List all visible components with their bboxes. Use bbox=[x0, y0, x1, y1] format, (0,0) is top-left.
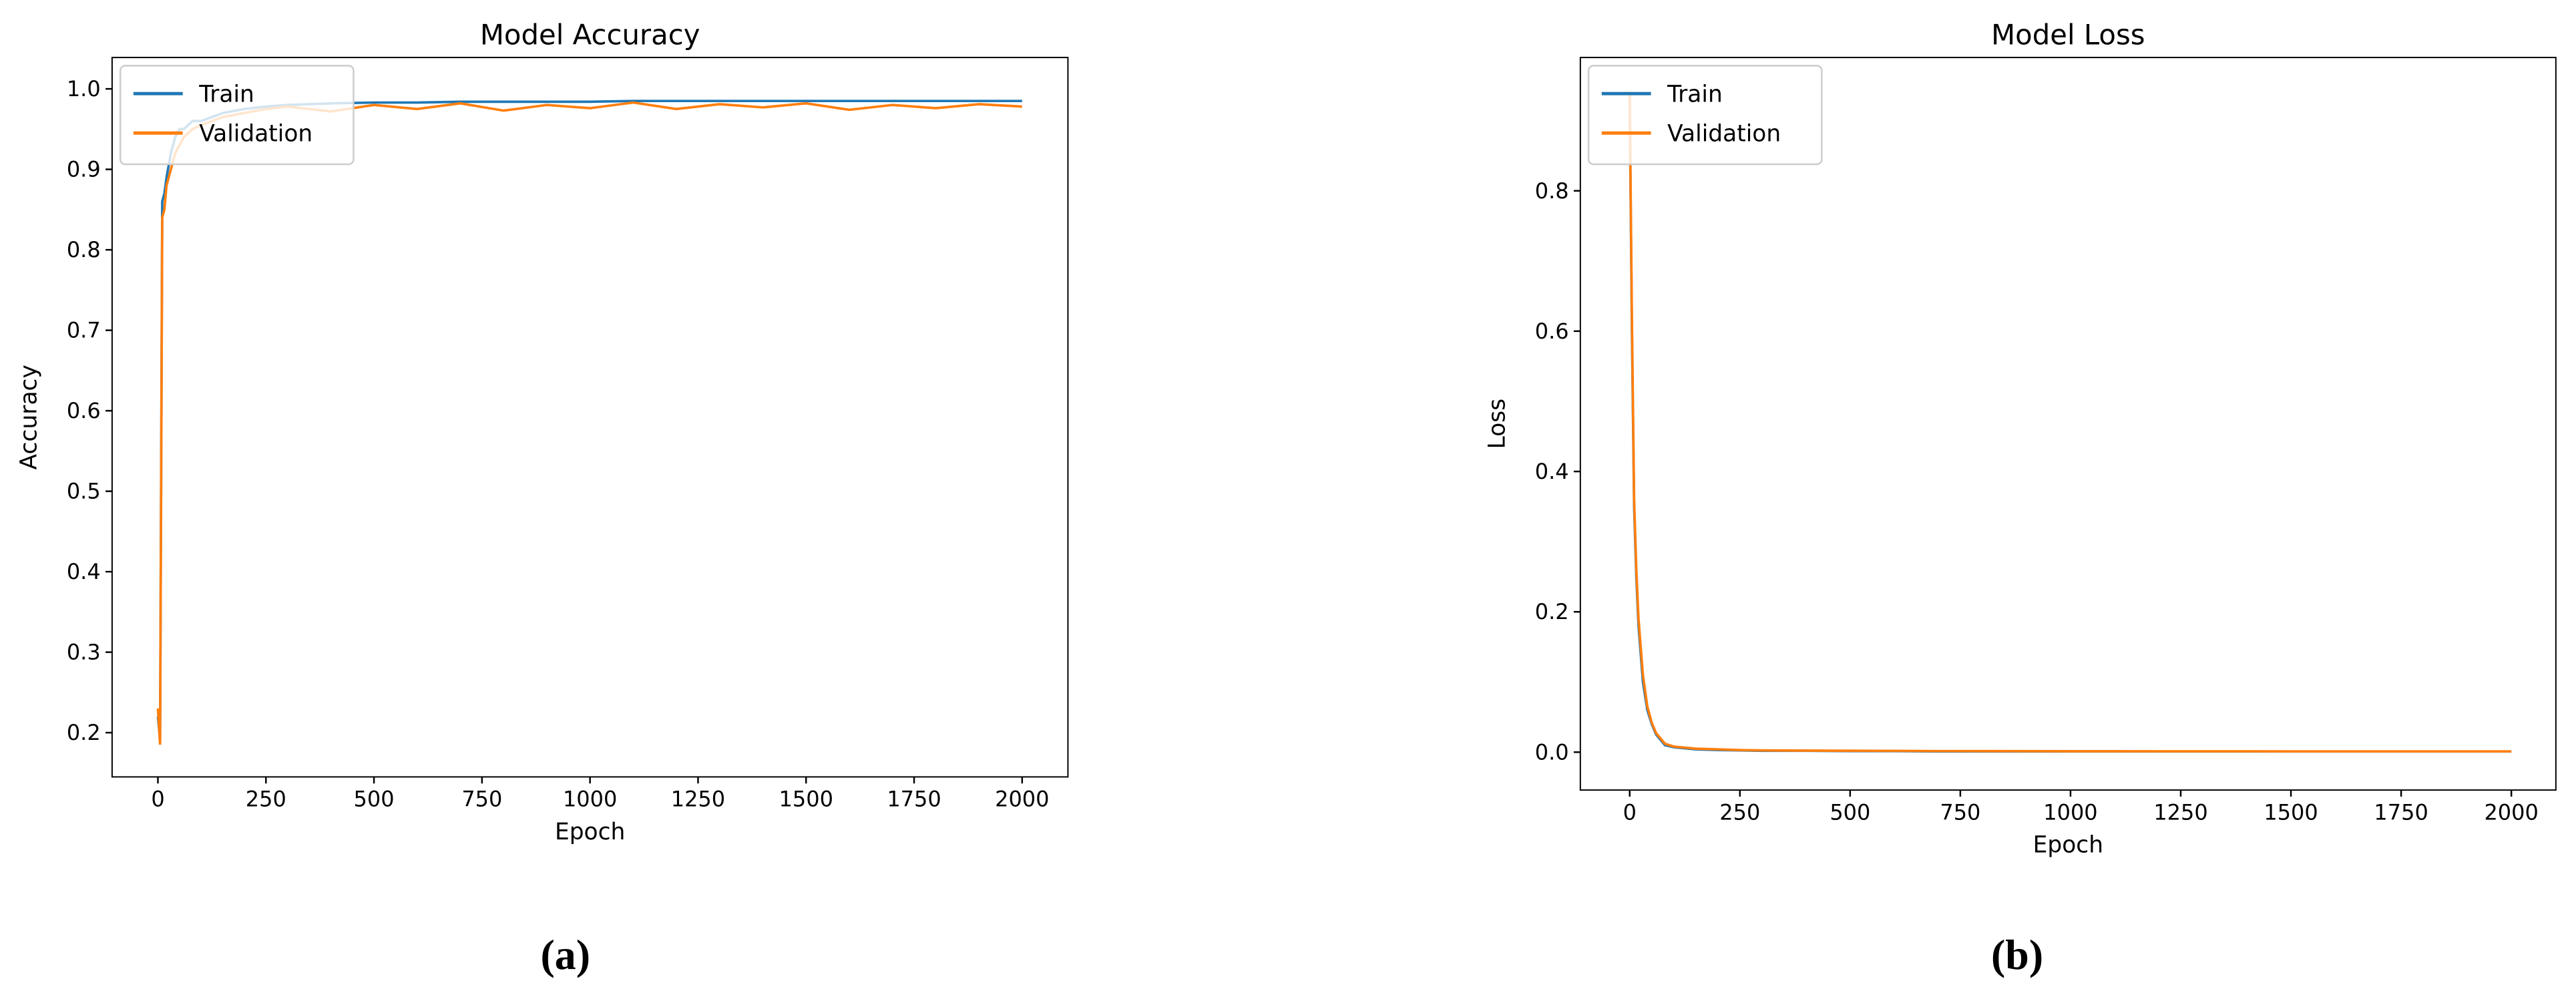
x-tick-label: 0 bbox=[151, 787, 164, 812]
y-tick-label: 1.0 bbox=[67, 76, 101, 102]
series-line bbox=[156, 99, 1022, 741]
x-tick-label: 2000 bbox=[995, 787, 1049, 812]
y-tick-label: 0.8 bbox=[67, 237, 101, 262]
legend-box bbox=[119, 65, 355, 166]
series-line bbox=[1628, 92, 2512, 753]
x-tick-label: 500 bbox=[354, 787, 395, 812]
x-tick-label: 1250 bbox=[671, 787, 725, 812]
y-tick-label: 0.6 bbox=[1535, 319, 1569, 344]
chart-title: Model Accuracy bbox=[480, 18, 700, 51]
x-tick-label: 250 bbox=[246, 787, 286, 812]
x-tick-label: 1500 bbox=[779, 787, 833, 812]
y-tick-label: 0.0 bbox=[1535, 739, 1569, 765]
x-tick-label: 750 bbox=[1940, 799, 1980, 825]
legend-label: Validation bbox=[1667, 121, 1781, 148]
legend-label: Validation bbox=[199, 121, 312, 148]
x-tick-label: 750 bbox=[461, 787, 502, 812]
plot-frame bbox=[1579, 57, 2557, 791]
x-tick-label: 250 bbox=[1719, 799, 1760, 825]
x-tick-label: 1250 bbox=[2153, 799, 2207, 825]
x-axis-label: Epoch bbox=[555, 819, 625, 845]
y-tick-label: 0.2 bbox=[1535, 599, 1569, 624]
y-tick-label: 0.9 bbox=[67, 157, 101, 182]
x-tick-label: 1500 bbox=[2264, 799, 2318, 825]
y-tick-label: 0.3 bbox=[67, 640, 101, 665]
x-tick-label: 1000 bbox=[563, 787, 617, 812]
y-tick-label: 0.4 bbox=[67, 559, 101, 584]
x-axis-label: Epoch bbox=[2033, 832, 2103, 859]
legend-label: Train bbox=[1667, 81, 1723, 108]
plot-frame bbox=[111, 57, 1069, 778]
y-tick-label: 0.4 bbox=[1535, 459, 1569, 484]
x-tick-label: 500 bbox=[1830, 799, 1870, 825]
legend-box bbox=[1587, 65, 1823, 166]
y-tick-label: 0.7 bbox=[67, 318, 101, 343]
x-tick-label: 0 bbox=[1623, 799, 1637, 825]
caption: (a) bbox=[540, 931, 590, 978]
x-tick-label: 1000 bbox=[2043, 799, 2097, 825]
y-tick-label: 0.5 bbox=[67, 479, 101, 504]
y-tick-label: 0.6 bbox=[67, 398, 101, 423]
series-line bbox=[1628, 99, 2512, 753]
y-tick-label: 0.2 bbox=[67, 720, 101, 745]
chart-title: Model Loss bbox=[1991, 18, 2145, 51]
x-tick-label: 1750 bbox=[2374, 799, 2428, 825]
y-axis-label: Loss bbox=[1484, 399, 1511, 449]
series-line bbox=[156, 101, 1022, 745]
x-tick-label: 1750 bbox=[887, 787, 941, 812]
legend-label: Train bbox=[198, 81, 254, 108]
caption: (b) bbox=[1991, 931, 2043, 978]
x-tick-label: 2000 bbox=[2484, 799, 2538, 825]
y-tick-label: 0.8 bbox=[1535, 178, 1569, 204]
y-axis-label: Accuracy bbox=[16, 365, 43, 469]
